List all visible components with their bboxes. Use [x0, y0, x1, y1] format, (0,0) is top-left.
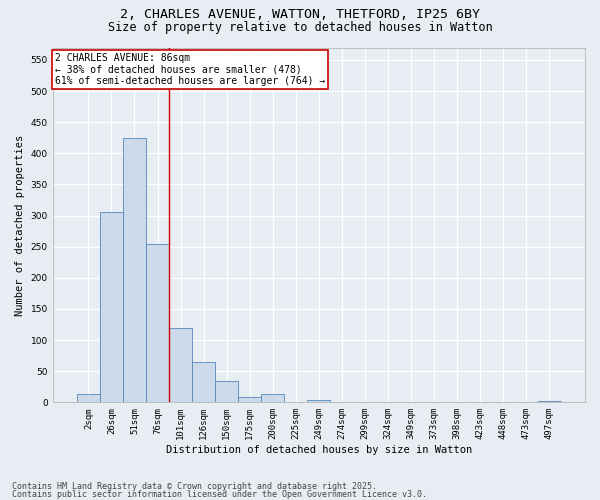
- Bar: [307, 400, 331, 402]
- Bar: [538, 401, 561, 402]
- Y-axis label: Number of detached properties: Number of detached properties: [15, 134, 25, 316]
- Bar: [192, 362, 215, 403]
- X-axis label: Distribution of detached houses by size in Watton: Distribution of detached houses by size …: [166, 445, 472, 455]
- Bar: [123, 138, 146, 402]
- Text: 2 CHARLES AVENUE: 86sqm
← 38% of detached houses are smaller (478)
61% of semi-d: 2 CHARLES AVENUE: 86sqm ← 38% of detache…: [55, 53, 326, 86]
- Text: 2, CHARLES AVENUE, WATTON, THETFORD, IP25 6BY: 2, CHARLES AVENUE, WATTON, THETFORD, IP2…: [120, 8, 480, 20]
- Text: Size of property relative to detached houses in Watton: Size of property relative to detached ho…: [107, 21, 493, 34]
- Bar: [77, 394, 100, 402]
- Text: Contains public sector information licensed under the Open Government Licence v3: Contains public sector information licen…: [12, 490, 427, 499]
- Bar: [146, 244, 169, 402]
- Bar: [169, 328, 192, 402]
- Bar: [261, 394, 284, 402]
- Bar: [238, 398, 261, 402]
- Bar: [100, 212, 123, 402]
- Text: Contains HM Land Registry data © Crown copyright and database right 2025.: Contains HM Land Registry data © Crown c…: [12, 482, 377, 491]
- Bar: [215, 380, 238, 402]
